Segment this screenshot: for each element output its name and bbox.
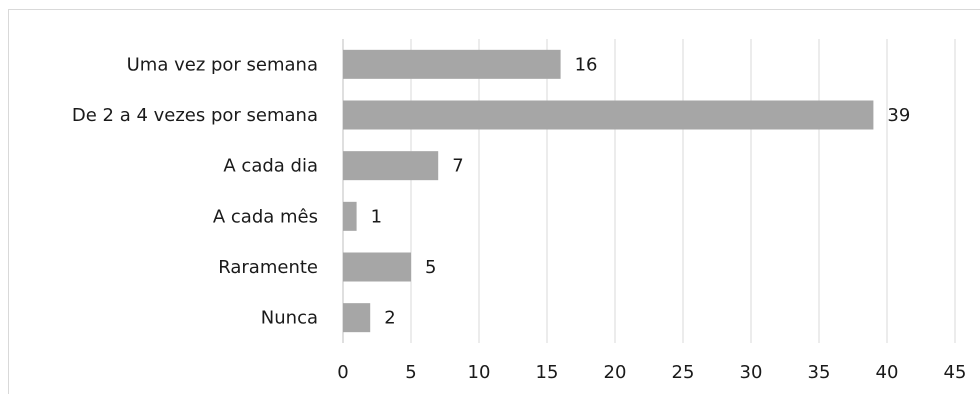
x-tick-label: 45	[944, 362, 967, 383]
data-label: 39	[887, 105, 910, 126]
chart-frame	[8, 9, 980, 394]
category-label: A cada mês	[213, 206, 318, 227]
bar	[343, 303, 371, 333]
x-tick-label: 25	[672, 362, 695, 383]
x-tick-label: 35	[808, 362, 831, 383]
bar	[343, 201, 357, 231]
bars	[343, 49, 874, 333]
category-label: Raramente	[218, 257, 318, 278]
data-label: 1	[371, 206, 382, 227]
data-label: 2	[384, 308, 395, 329]
bar	[343, 151, 439, 181]
bar	[343, 49, 561, 79]
data-label: 16	[575, 54, 598, 75]
category-label: De 2 a 4 vezes por semana	[72, 105, 318, 126]
x-tick-label: 30	[740, 362, 763, 383]
x-tick-label: 40	[876, 362, 899, 383]
data-label: 5	[425, 257, 436, 278]
x-tick-label: 10	[468, 362, 491, 383]
category-labels: Uma vez por semana De 2 a 4 vezes por sem…	[72, 54, 318, 328]
x-tick-label: 5	[405, 362, 416, 383]
category-label: Uma vez por semana	[127, 54, 318, 75]
category-label: A cada dia	[223, 156, 318, 177]
category-label: Nunca	[261, 308, 318, 329]
x-tick-labels: 0 5 10 15 20 25 30 35 40 45	[337, 362, 966, 383]
x-tick-label: 20	[604, 362, 627, 383]
data-labels: 16 39 7 1 5 2	[371, 54, 911, 328]
bar	[343, 252, 411, 282]
gridlines	[410, 39, 956, 343]
bar	[343, 100, 874, 130]
x-tick-label: 0	[337, 362, 348, 383]
data-label: 7	[452, 156, 463, 177]
x-tick-label: 15	[536, 362, 559, 383]
